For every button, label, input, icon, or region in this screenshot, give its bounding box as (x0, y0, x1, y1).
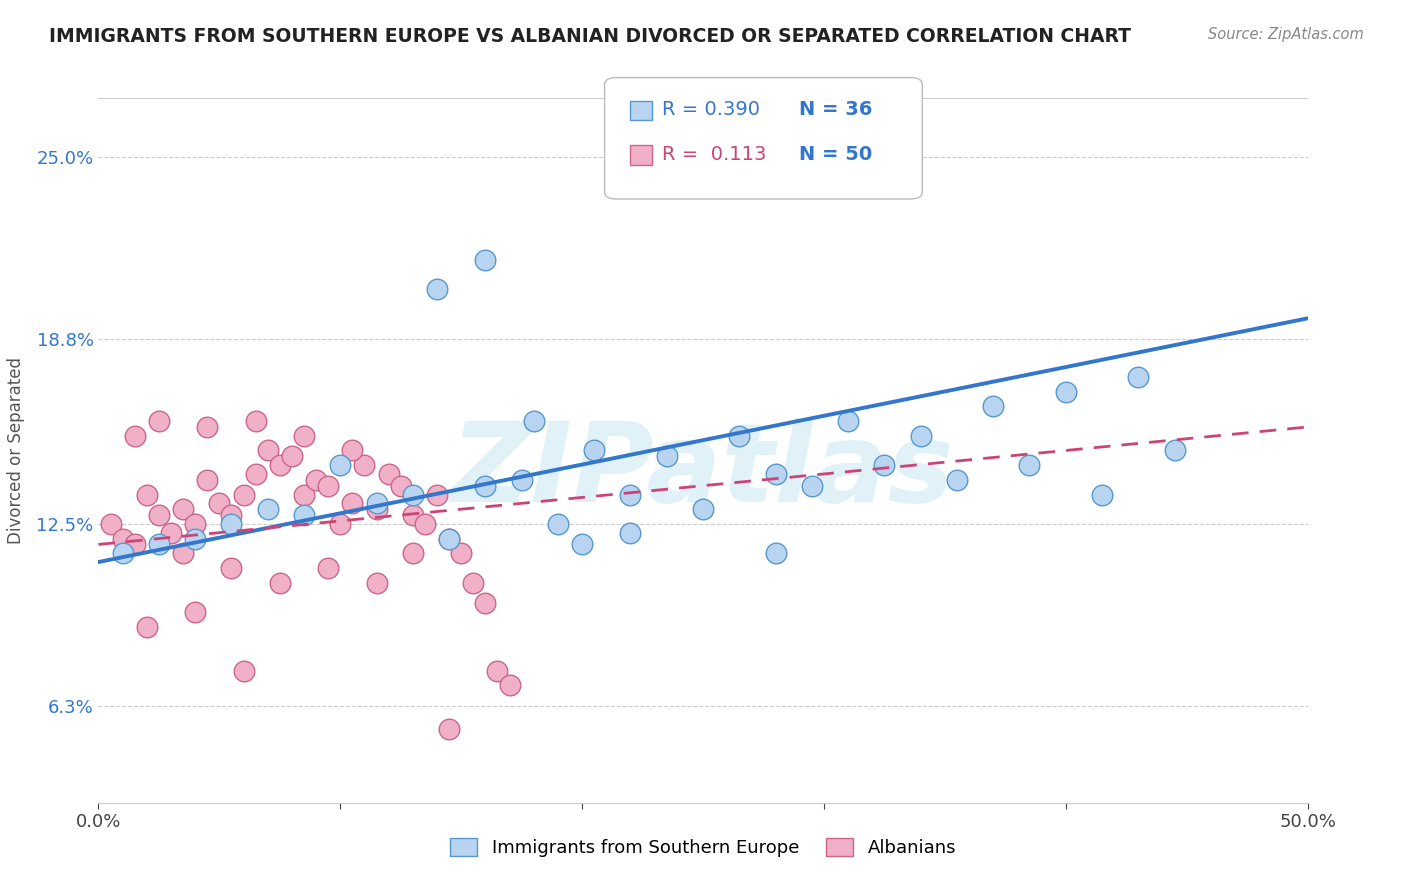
Point (837, 414, 859, 428)
Point (498, 678, 520, 692)
Point (619, 525, 641, 540)
Point (1091, 487, 1114, 501)
Point (873, 458, 896, 472)
Point (765, 467, 787, 481)
Point (510, 473, 533, 487)
Point (981, 400, 1004, 414)
Point (389, 478, 412, 492)
Point (583, 443, 606, 458)
Point (413, 516, 436, 531)
Point (1054, 384, 1077, 399)
Point (329, 516, 352, 531)
Point (692, 502, 714, 516)
Point (366, 502, 388, 516)
Point (281, 450, 304, 464)
Y-axis label: Divorced or Separated: Divorced or Separated (7, 357, 25, 544)
Point (547, 516, 569, 531)
Point (269, 575, 291, 590)
Point (329, 458, 352, 472)
Point (342, 443, 364, 458)
Point (523, 414, 546, 428)
Point (184, 605, 207, 619)
Text: IMMIGRANTS FROM SOUTHERN EUROPE VS ALBANIAN DIVORCED OR SEPARATED CORRELATION CH: IMMIGRANTS FROM SOUTHERN EUROPE VS ALBAN… (49, 27, 1132, 45)
Point (366, 575, 388, 590)
Point (353, 458, 375, 472)
Point (245, 467, 267, 481)
Point (111, 532, 134, 546)
Point (135, 620, 157, 634)
Point (450, 546, 472, 560)
Point (402, 487, 425, 501)
Point (765, 546, 787, 560)
Point (426, 487, 449, 501)
Point (256, 443, 278, 458)
Point (221, 508, 243, 522)
Point (221, 516, 243, 531)
Point (245, 414, 267, 428)
Point (124, 537, 146, 551)
Point (402, 546, 425, 560)
Point (571, 537, 593, 551)
Point (195, 473, 218, 487)
Point (184, 516, 207, 531)
Point (402, 508, 425, 522)
Point (655, 450, 678, 464)
Point (910, 429, 932, 443)
Point (486, 664, 509, 678)
Point (160, 525, 183, 540)
Point (316, 561, 339, 575)
Point (148, 537, 170, 551)
Point (474, 252, 496, 267)
Text: R =  0.113: R = 0.113 (662, 145, 766, 164)
Point (124, 429, 146, 443)
Point (135, 487, 157, 501)
Point (172, 502, 194, 516)
Point (208, 496, 231, 510)
Text: Source: ZipAtlas.com: Source: ZipAtlas.com (1208, 27, 1364, 42)
Text: R = 0.390: R = 0.390 (662, 100, 761, 120)
Point (184, 532, 207, 546)
Text: ZIPatlas: ZIPatlas (451, 418, 955, 525)
Point (800, 478, 823, 492)
Text: N = 50: N = 50 (799, 145, 872, 164)
Text: N = 36: N = 36 (799, 100, 872, 120)
Point (221, 561, 243, 575)
Point (305, 473, 328, 487)
Point (148, 508, 170, 522)
Point (463, 575, 485, 590)
Point (728, 429, 751, 443)
Point (474, 596, 496, 610)
Legend: Immigrants from Southern Europe, Albanians: Immigrants from Southern Europe, Albania… (443, 830, 963, 864)
Point (100, 516, 122, 531)
Point (195, 420, 218, 434)
Point (366, 496, 388, 510)
Point (232, 664, 254, 678)
Point (437, 532, 460, 546)
Point (292, 508, 315, 522)
Point (111, 546, 134, 560)
Point (619, 487, 641, 501)
Point (1128, 370, 1150, 384)
Point (292, 429, 315, 443)
Point (342, 496, 364, 510)
Point (148, 414, 170, 428)
Point (377, 467, 399, 481)
Point (316, 478, 339, 492)
Point (292, 487, 315, 501)
Point (426, 282, 449, 296)
Point (1163, 443, 1185, 458)
Point (437, 532, 460, 546)
Point (946, 473, 969, 487)
Point (437, 723, 460, 737)
Point (474, 478, 496, 492)
Point (172, 546, 194, 560)
Point (269, 458, 291, 472)
Point (256, 502, 278, 516)
Point (1018, 458, 1040, 472)
Point (232, 487, 254, 501)
